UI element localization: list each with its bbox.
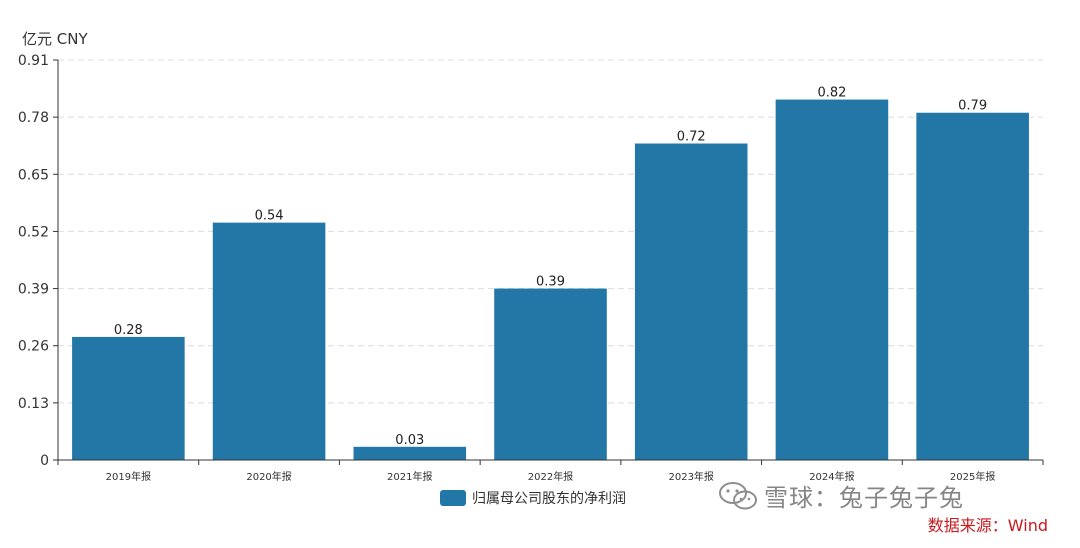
data-label: 0.28 xyxy=(114,323,143,338)
x-tick-label: 2023年报 xyxy=(668,470,713,483)
legend-swatch xyxy=(440,490,466,506)
data-label: 0.03 xyxy=(395,433,424,448)
data-label: 0.54 xyxy=(255,209,284,224)
y-tick-label: 0.13 xyxy=(18,396,49,412)
data-label: 0.72 xyxy=(677,130,706,145)
bar[interactable] xyxy=(353,446,467,460)
bar[interactable] xyxy=(72,336,185,460)
value-labels: 0.28 0.54 0.03 0.39 0.72 0.82 0.79 xyxy=(114,86,987,448)
y-tick-label: 0.26 xyxy=(18,339,49,355)
y-tick-label: 0.52 xyxy=(18,224,49,240)
x-tick-label: 2022年报 xyxy=(528,470,573,483)
data-label: 0.79 xyxy=(958,99,987,114)
data-label: 0.82 xyxy=(817,86,846,101)
x-tick-label: 2019年报 xyxy=(106,470,151,483)
bar[interactable] xyxy=(916,112,1029,460)
x-tick-label: 2025年报 xyxy=(950,470,995,483)
data-label: 0.39 xyxy=(536,275,565,290)
legend[interactable]: 归属母公司股东的净利润 xyxy=(440,488,626,508)
watermark-text: 雪球：兔子兔子兔 xyxy=(764,484,964,512)
bar[interactable] xyxy=(634,143,748,460)
data-source: 数据来源：Wind xyxy=(927,516,1048,535)
bar[interactable] xyxy=(494,288,607,460)
y-axis-unit-label: 亿元 CNY xyxy=(22,30,88,48)
x-tick-label: 2024年报 xyxy=(809,470,854,483)
y-tick-label: 0.91 xyxy=(18,53,49,69)
bars xyxy=(72,99,1029,461)
axes: 0 0.13 0.26 0.39 0.52 0.65 0.78 0.91 2019年报 2020年… xyxy=(18,53,1044,483)
x-tick-label: 2020年报 xyxy=(246,470,291,483)
bar[interactable] xyxy=(212,222,326,460)
y-tick-label: 0.39 xyxy=(18,282,49,298)
y-tick-label: 0.78 xyxy=(18,110,49,126)
bar[interactable] xyxy=(775,99,889,461)
y-tick-label: 0.65 xyxy=(18,167,49,183)
legend-label: 归属母公司股东的净利润 xyxy=(472,491,626,507)
y-tick-label: 0 xyxy=(40,453,49,469)
wechat-icon xyxy=(719,481,757,509)
watermark: 雪球：兔子兔子兔 xyxy=(718,478,964,513)
x-tick-label: 2021年报 xyxy=(387,470,432,483)
